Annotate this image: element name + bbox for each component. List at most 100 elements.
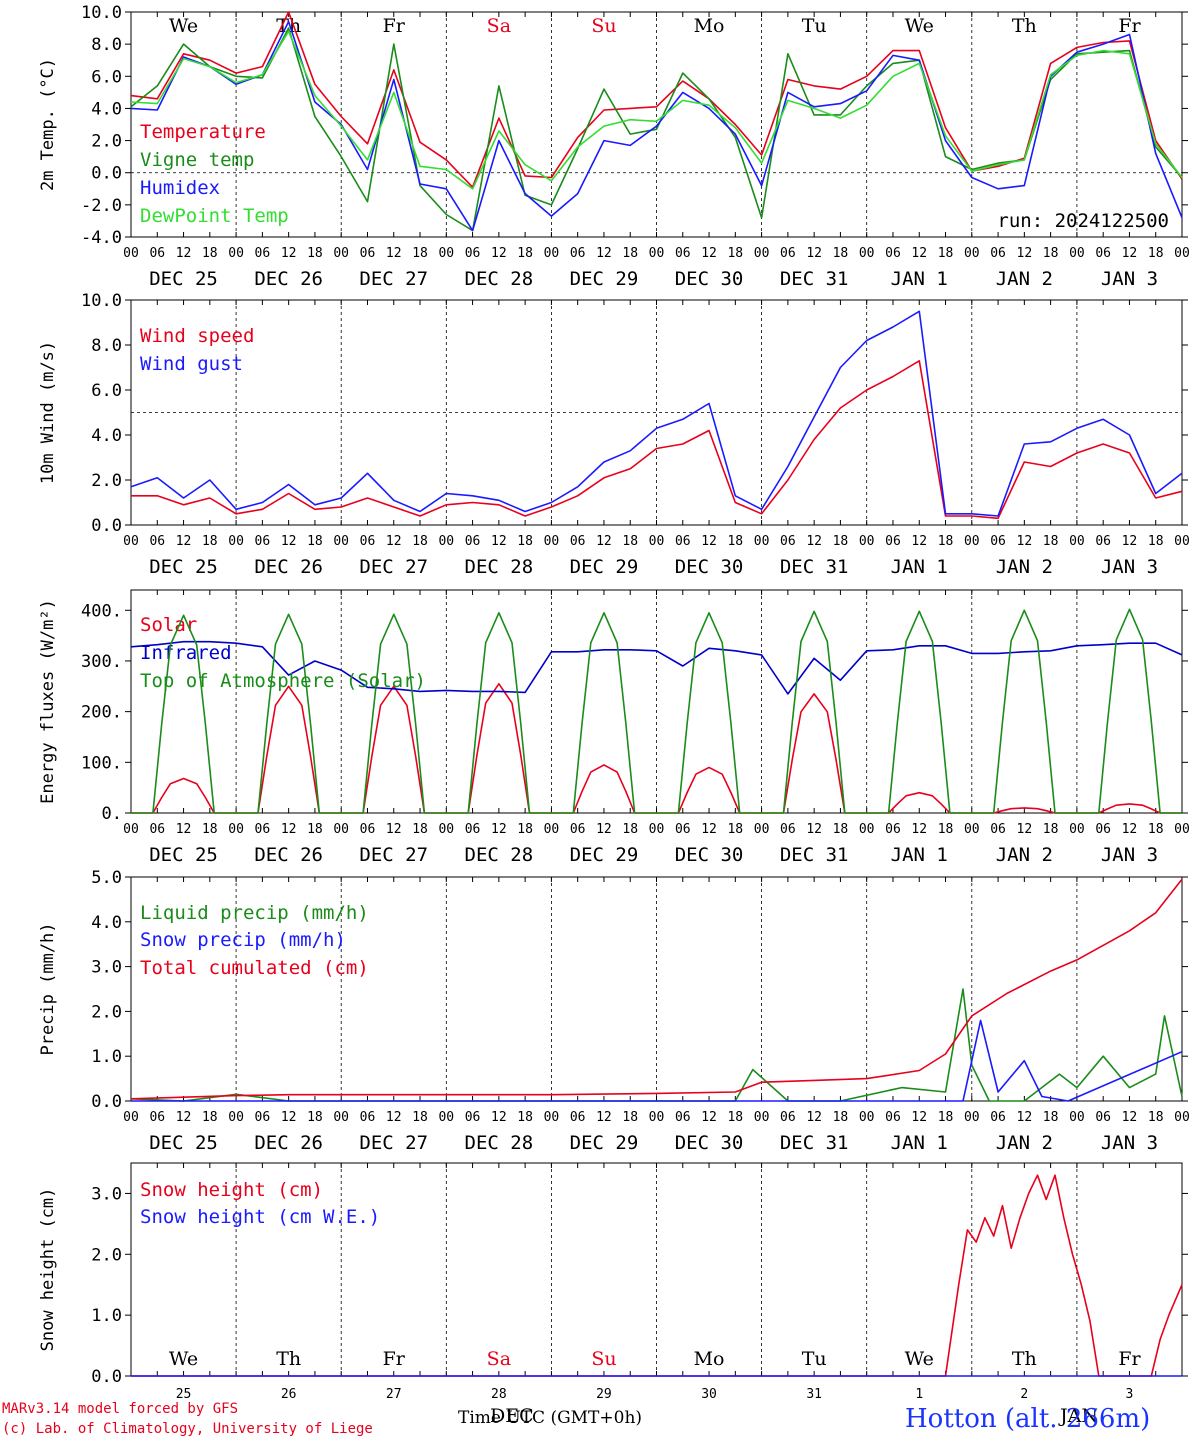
x-hour-label: 06 — [255, 534, 271, 549]
x-hour-label: 12 — [176, 246, 192, 261]
x-hour-label: 06 — [675, 1110, 691, 1125]
month-label: DEC — [490, 1405, 534, 1427]
x-hour-label: 12 — [491, 534, 507, 549]
legend-entry: Infrared — [140, 642, 232, 664]
series-line-wind-speed — [131, 360, 1183, 520]
y-axis-label: Energy fluxes (W/m²) — [38, 599, 58, 804]
y-tick-label: 400. — [81, 601, 122, 621]
x-hour-label: 06 — [1095, 534, 1111, 549]
x-hour-label: 12 — [386, 1110, 402, 1125]
model-credit: MARv3.14 model forced by GFS — [2, 1401, 239, 1417]
x-hour-label: 00 — [333, 246, 349, 261]
x-hour-label: 18 — [622, 822, 638, 837]
x-date-label: DEC 30 — [675, 844, 744, 866]
x-hour-label: 00 — [649, 822, 665, 837]
x-date-label: DEC 28 — [465, 556, 534, 578]
x-hour-label: 06 — [149, 1110, 165, 1125]
x-hour-label: 18 — [517, 246, 533, 261]
weekday-label: Fr — [383, 1348, 406, 1370]
x-hour-label: 00 — [1174, 822, 1190, 837]
x-hour-label: 18 — [1148, 534, 1164, 549]
x-hour-label: 18 — [622, 1110, 638, 1125]
x-hour-label: 00 — [438, 534, 454, 549]
x-hour-label: 06 — [360, 1110, 376, 1125]
x-hour-label: 18 — [1043, 246, 1059, 261]
x-hour-label: 00 — [1174, 534, 1190, 549]
x-hour-label: 00 — [544, 534, 560, 549]
x-hour-label: 18 — [412, 534, 428, 549]
legend-entry: Total cumulated (cm) — [140, 957, 369, 979]
x-hour-label: 18 — [727, 246, 743, 261]
legend-entry: Snow height (cm W.E.) — [140, 1206, 380, 1228]
x-hour-label: 00 — [1069, 822, 1085, 837]
x-hour-label: 12 — [176, 1110, 192, 1125]
x-hour-label: 12 — [386, 246, 402, 261]
x-hour-label: 12 — [281, 822, 297, 837]
x-hour-label: 12 — [911, 246, 927, 261]
x-date-label: DEC 28 — [465, 1132, 534, 1154]
x-date-label: JAN 1 — [891, 268, 948, 290]
x-hour-label: 18 — [412, 246, 428, 261]
x-date-label: DEC 26 — [254, 844, 323, 866]
x-hour-label: 12 — [701, 246, 717, 261]
x-hour-label: 18 — [1148, 246, 1164, 261]
weekday-label: We — [169, 15, 198, 37]
x-hour-label: 12 — [1122, 822, 1138, 837]
y-tick-label: 8.0 — [91, 35, 122, 55]
x-hour-label: 00 — [123, 1110, 139, 1125]
x-hour-label: 12 — [1122, 246, 1138, 261]
weekday-label: Th — [276, 1348, 301, 1370]
x-hour-label: 06 — [465, 822, 481, 837]
x-date-label: DEC 25 — [149, 1132, 218, 1154]
x-hour-label: 18 — [833, 1110, 849, 1125]
x-hour-label: 18 — [412, 822, 428, 837]
x-hour-label: 18 — [833, 246, 849, 261]
y-tick-label: 3.0 — [91, 1184, 122, 1204]
x-hour-label: 12 — [1017, 534, 1033, 549]
x-hour-label: 00 — [438, 822, 454, 837]
x-hour-label: 00 — [964, 246, 980, 261]
x-date-label: JAN 1 — [891, 844, 948, 866]
x-hour-label: 00 — [1069, 534, 1085, 549]
x-hour-label: 00 — [438, 246, 454, 261]
x-hour-label: 00 — [859, 246, 875, 261]
x-hour-label: 18 — [622, 534, 638, 549]
x-hour-label: 18 — [833, 822, 849, 837]
x-date-label: JAN 1 — [891, 556, 948, 578]
day-number-label: 2 — [1020, 1387, 1028, 1402]
x-hour-label: 06 — [465, 1110, 481, 1125]
x-hour-label: 06 — [1095, 246, 1111, 261]
x-hour-label: 00 — [859, 822, 875, 837]
y-tick-label: 4.0 — [91, 913, 122, 933]
day-number-label: 30 — [701, 1387, 717, 1402]
x-hour-label: 18 — [938, 246, 954, 261]
legend-entry: Solar — [140, 614, 197, 636]
x-hour-label: 00 — [1174, 1110, 1190, 1125]
y-tick-label: 5.0 — [91, 868, 122, 888]
x-hour-label: 06 — [675, 246, 691, 261]
x-hour-label: 00 — [438, 1110, 454, 1125]
x-hour-label: 00 — [964, 822, 980, 837]
weekday-label: Fr — [1118, 1348, 1141, 1370]
weekday-label: Mo — [694, 15, 725, 37]
x-hour-label: 12 — [176, 534, 192, 549]
x-hour-label: 12 — [1017, 1110, 1033, 1125]
x-date-label: DEC 30 — [675, 556, 744, 578]
x-hour-label: 06 — [1095, 1110, 1111, 1125]
x-date-label: DEC 29 — [570, 556, 639, 578]
x-date-label: JAN 3 — [1101, 556, 1158, 578]
legend-entry: Top of Atmosphere (Solar) — [140, 670, 426, 692]
month-label: JAN — [1058, 1405, 1098, 1427]
x-date-label: JAN 2 — [996, 1132, 1053, 1154]
x-hour-label: 12 — [491, 822, 507, 837]
series-line-total-cumulated-cm- — [130, 878, 1183, 1100]
x-hour-label: 00 — [859, 1110, 875, 1125]
x-hour-label: 06 — [990, 246, 1006, 261]
x-hour-label: 00 — [123, 246, 139, 261]
x-hour-label: 18 — [1148, 822, 1164, 837]
x-hour-label: 06 — [149, 534, 165, 549]
x-hour-label: 00 — [228, 246, 244, 261]
legend-entry: Wind gust — [140, 353, 243, 375]
y-axis-label: Snow height (cm) — [38, 1188, 58, 1352]
x-date-label: DEC 25 — [149, 844, 218, 866]
